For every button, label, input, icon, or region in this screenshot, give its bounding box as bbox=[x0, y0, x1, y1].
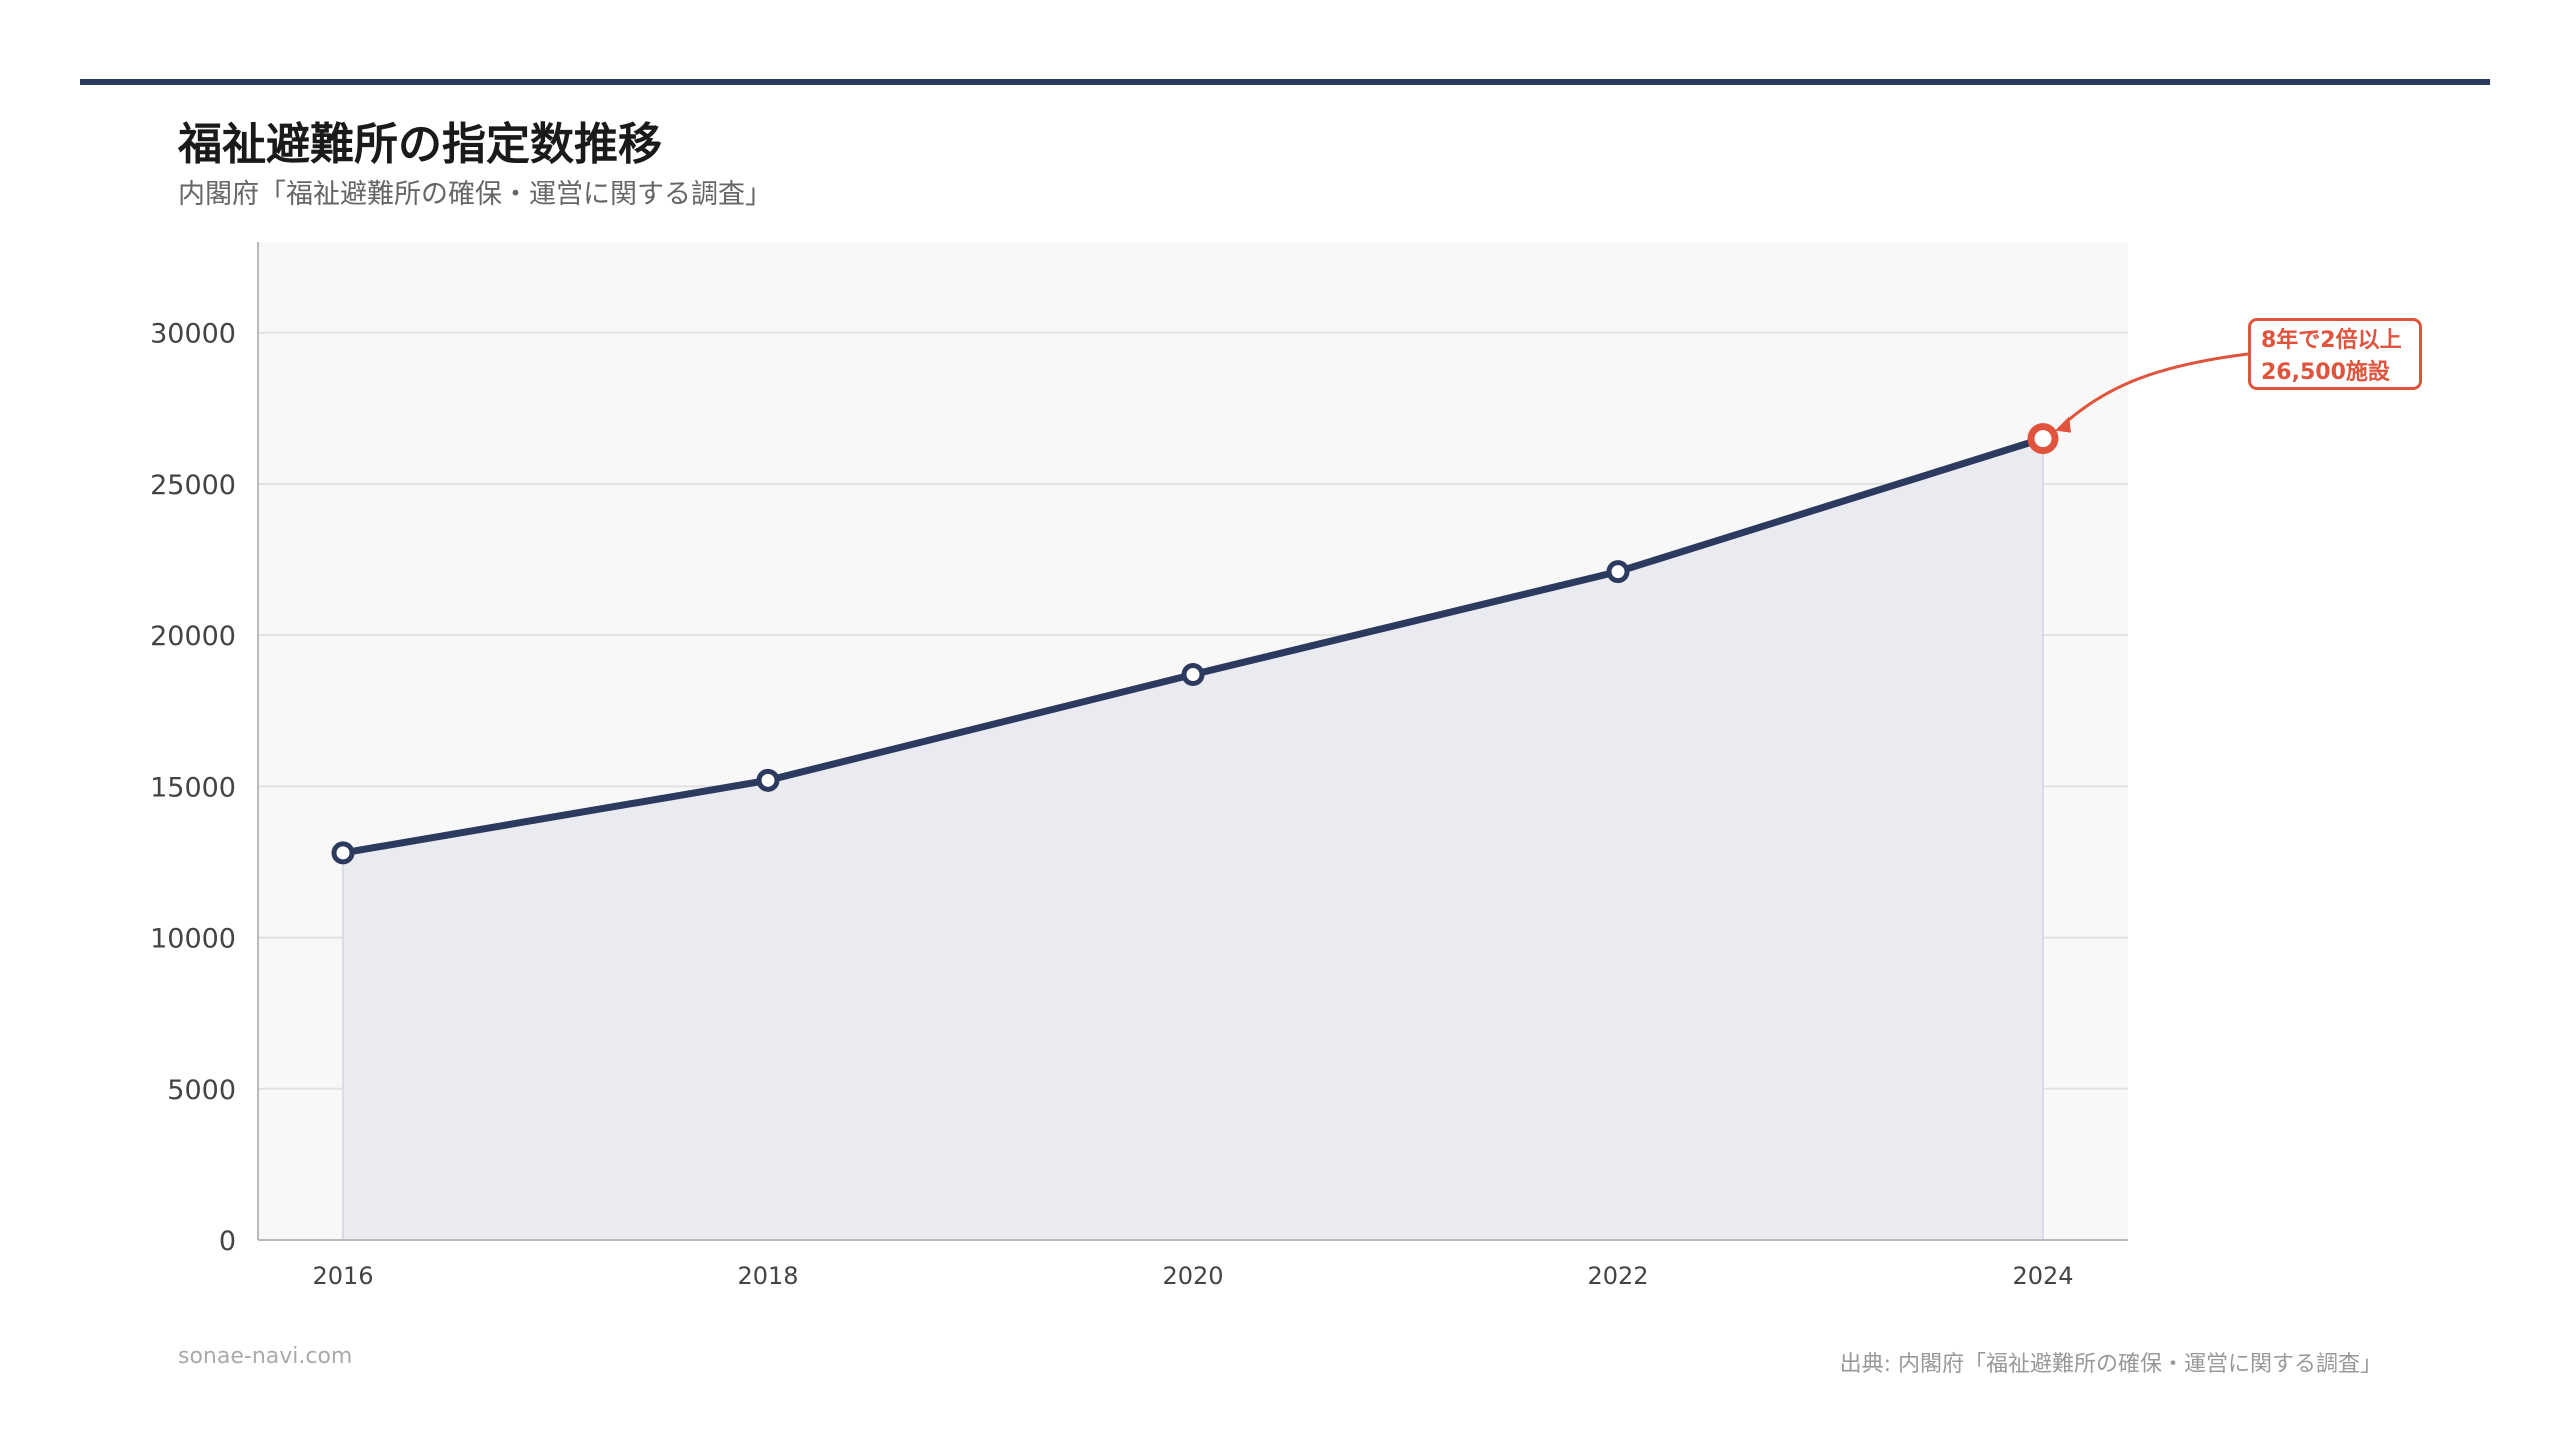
annotation-line-2: 26,500施設 bbox=[2261, 360, 2390, 385]
annotation-callout: 8年で2倍以上 26,500施設 bbox=[2248, 318, 2422, 390]
y-tick-label: 0 bbox=[219, 1226, 236, 1257]
y-tick-label: 5000 bbox=[167, 1075, 236, 1106]
data-point bbox=[331, 841, 355, 865]
y-tick-label: 20000 bbox=[150, 621, 236, 652]
source-note: 出典: 内閣府「福祉避難所の確保・運営に関する調査」 bbox=[1839, 1352, 2382, 1377]
data-point bbox=[1181, 662, 1205, 686]
top-rule bbox=[80, 79, 2490, 85]
annotation-arrow bbox=[2057, 352, 2249, 430]
y-tick-label: 15000 bbox=[150, 772, 236, 803]
annotation-arrowhead bbox=[2055, 416, 2071, 433]
area-fill bbox=[343, 438, 2043, 1240]
chart-title: 福祉避難所の指定数推移 bbox=[178, 119, 662, 170]
x-tick-label: 2016 bbox=[312, 1262, 373, 1290]
annotation-line-1: 8年で2倍以上 bbox=[2261, 328, 2402, 353]
x-tick-label: 2022 bbox=[1587, 1262, 1648, 1290]
x-tick-label: 2018 bbox=[737, 1262, 798, 1290]
chart-subtitle: 内閣府「福祉避難所の確保・運営に関する調査」 bbox=[178, 179, 772, 210]
data-point bbox=[1606, 560, 1630, 584]
y-tick-label: 25000 bbox=[150, 470, 236, 501]
data-point bbox=[756, 768, 780, 792]
site-credit: sonae-navi.com bbox=[178, 1344, 353, 1369]
x-tick-label: 2024 bbox=[2012, 1262, 2073, 1290]
y-tick-label: 30000 bbox=[150, 319, 236, 350]
highlight-point bbox=[2027, 423, 2059, 455]
y-tick-label: 10000 bbox=[150, 924, 236, 955]
x-tick-label: 2020 bbox=[1162, 1262, 1223, 1290]
